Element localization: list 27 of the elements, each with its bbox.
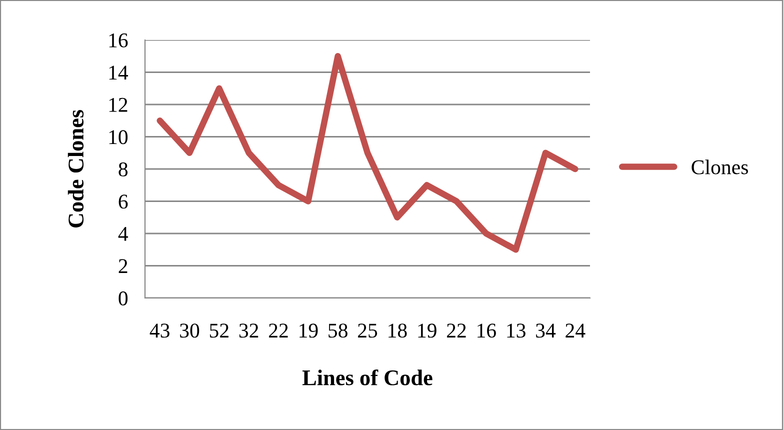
x-axis-title: Lines of Code (302, 369, 432, 386)
y-axis-title: Code Clones (68, 110, 84, 228)
x-tick-label: 58 (328, 324, 348, 338)
x-tick-label: 22 (269, 324, 288, 338)
x-tick-label: 30 (180, 324, 200, 338)
y-tick-label: 16 (109, 33, 128, 48)
legend-label: Clones (692, 160, 748, 174)
x-tick-label: 24 (566, 324, 586, 338)
y-tick-label: 10 (109, 130, 128, 144)
y-tick-label: 12 (109, 98, 128, 112)
x-tick-label: 25 (358, 324, 378, 338)
x-tick-label: 22 (447, 324, 466, 338)
x-tick-label: 52 (210, 324, 228, 338)
y-tick-label: 4 (118, 227, 128, 241)
x-tick-label: 34 (536, 324, 556, 338)
y-tick-label: 0 (118, 291, 128, 306)
y-tick-label: 6 (118, 194, 128, 209)
y-tick-label: 2 (118, 259, 128, 273)
x-tick-label: 43 (150, 324, 170, 338)
x-tick-label: 19 (418, 324, 436, 338)
x-tick-label: 32 (239, 324, 258, 338)
y-tick-label: 14 (109, 66, 128, 80)
x-tick-label: 13 (507, 324, 526, 338)
x-tick-label: 19 (300, 324, 318, 338)
x-tick-label: 18 (388, 324, 407, 338)
y-tick-label: 8 (118, 162, 128, 176)
x-tick-label: 16 (478, 324, 496, 338)
